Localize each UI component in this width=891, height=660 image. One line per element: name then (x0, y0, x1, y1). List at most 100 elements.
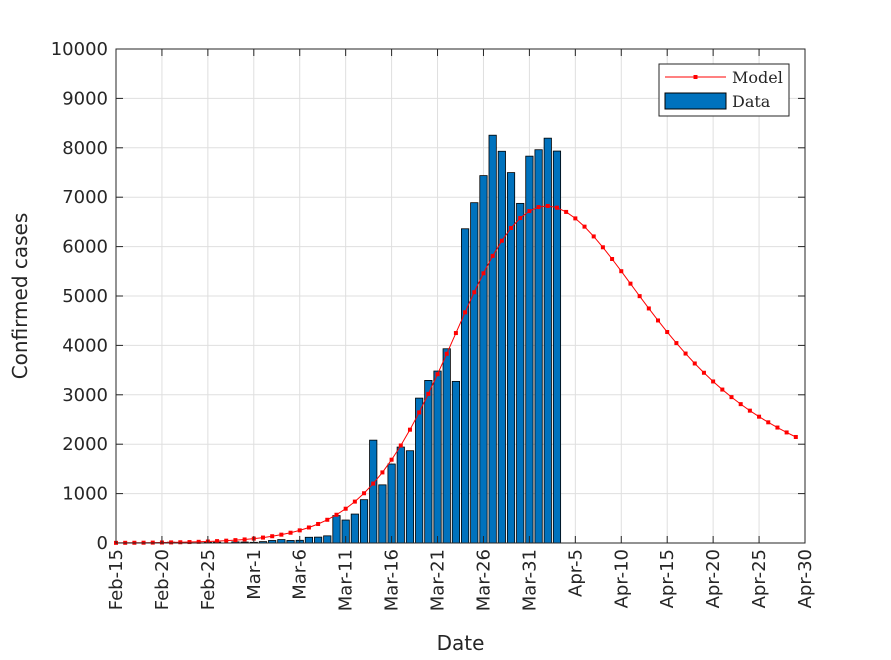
model-marker (224, 539, 228, 543)
model-marker (610, 257, 614, 261)
model-marker (353, 500, 357, 504)
model-marker (775, 426, 779, 430)
model-marker (243, 537, 247, 541)
data-bar (333, 516, 340, 543)
model-marker (601, 245, 605, 249)
data-bar (370, 440, 377, 543)
model-marker (334, 513, 338, 517)
model-marker (711, 379, 715, 383)
model-marker (325, 518, 329, 522)
legend-model-label: Model (732, 68, 783, 87)
model-marker (739, 402, 743, 406)
model-marker (748, 409, 752, 413)
data-bar (526, 156, 533, 543)
x-tick-label: Apr-30 (795, 549, 816, 608)
x-tick-label: Feb-15 (106, 549, 127, 610)
x-tick-label: Apr-15 (657, 549, 678, 608)
data-bar (489, 135, 496, 543)
x-tick-label: Mar-11 (336, 549, 357, 611)
model-marker (628, 282, 632, 286)
x-tick-label: Apr-20 (703, 549, 724, 608)
model-marker (693, 361, 697, 365)
y-tick-label: 6000 (62, 237, 108, 258)
model-marker (454, 331, 458, 335)
model-marker (564, 210, 568, 214)
y-tick-label: 9000 (62, 88, 108, 109)
model-marker (757, 415, 761, 419)
legend-data-bar-icon (665, 93, 726, 109)
model-marker (537, 205, 541, 209)
model-marker (233, 538, 237, 542)
model-marker (720, 388, 724, 392)
model-marker (298, 528, 302, 532)
model-marker (344, 507, 348, 511)
data-bar (452, 381, 459, 543)
model-marker (684, 352, 688, 356)
legend: Model Data (659, 64, 789, 116)
y-tick-label: 3000 (62, 385, 108, 406)
model-marker (390, 458, 394, 462)
data-bar (415, 398, 422, 543)
model-marker (445, 352, 449, 356)
model-marker (417, 410, 421, 414)
x-tick-label: Mar-6 (290, 549, 311, 600)
data-bar (388, 464, 395, 543)
model-marker (730, 395, 734, 399)
model-marker (491, 254, 495, 258)
data-bar (278, 540, 285, 543)
data-bar (360, 500, 367, 543)
model-marker (472, 290, 476, 294)
y-tick-label: 5000 (62, 286, 108, 307)
model-marker (674, 341, 678, 345)
model-marker (316, 522, 320, 526)
model-marker (279, 533, 283, 537)
data-bar (351, 514, 358, 543)
y-tick-label: 8000 (62, 138, 108, 159)
legend-model-marker-icon (694, 75, 698, 79)
model-marker (785, 430, 789, 434)
model-marker (289, 531, 293, 535)
model-marker (270, 534, 274, 538)
model-marker (619, 269, 623, 273)
model-marker (436, 372, 440, 376)
data-bar (480, 176, 487, 543)
y-axis-label: Confirmed cases (8, 213, 32, 380)
y-tick-label: 10000 (51, 39, 108, 60)
data-bar (406, 451, 413, 543)
model-marker (656, 318, 660, 322)
data-bar (461, 229, 468, 543)
model-marker (592, 234, 596, 238)
data-bar (471, 203, 478, 543)
model-marker (463, 310, 467, 314)
x-axis-label: Date (437, 631, 485, 655)
y-tick-label: 1000 (62, 484, 108, 505)
data-bar (314, 537, 321, 543)
x-tick-label: Mar-16 (382, 549, 403, 611)
data-bar (434, 371, 441, 543)
model-marker (380, 470, 384, 474)
model-marker (500, 239, 504, 243)
y-tick-label: 7000 (62, 187, 108, 208)
data-bar (379, 485, 386, 543)
model-marker (261, 536, 265, 540)
x-tick-label: Mar-26 (473, 549, 494, 611)
legend-data-label: Data (732, 92, 771, 111)
model-marker (555, 206, 559, 210)
model-marker (426, 392, 430, 396)
model-marker (518, 216, 522, 220)
model-marker (647, 306, 651, 310)
model-marker (371, 482, 375, 486)
model-marker (307, 525, 311, 529)
model-marker (178, 540, 182, 544)
data-bar (324, 536, 331, 543)
model-marker (527, 209, 531, 213)
x-tick-label: Mar-21 (428, 549, 449, 611)
model-marker (794, 435, 798, 439)
data-bar (443, 349, 450, 543)
model-marker (481, 271, 485, 275)
data-bar (305, 537, 312, 543)
model-marker (546, 204, 550, 208)
data-bar (553, 151, 560, 543)
model-marker (638, 294, 642, 298)
